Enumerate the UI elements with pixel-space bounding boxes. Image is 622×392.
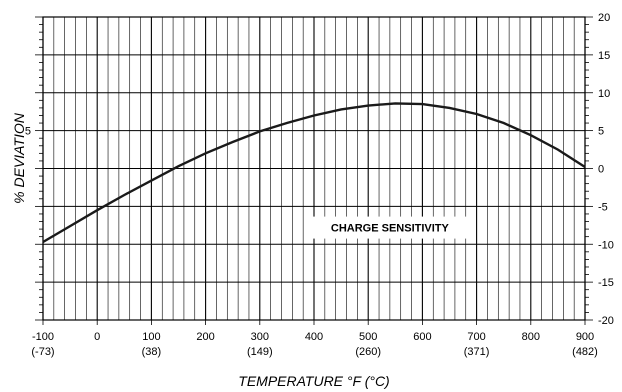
x-tick-label: 800 — [522, 331, 540, 343]
x-tick-label: -100 — [32, 331, 54, 343]
x-axis-title: TEMPERATURE °F (°C) — [238, 373, 389, 389]
x-tick-label-celsius: (149) — [247, 346, 273, 358]
y-axis-title: % DEVIATION — [11, 112, 27, 204]
y-tick-labels: 20 15 10 5 0 -5 -10 -15 -20 5 — [25, 12, 614, 327]
y-tick-label: -5 — [598, 201, 608, 213]
series-line — [42, 102, 586, 244]
x-tick-label: 900 — [576, 331, 594, 343]
y-tick-label: -15 — [598, 277, 614, 289]
y-tick-label: 10 — [598, 88, 610, 100]
x-tick-label: 500 — [359, 331, 377, 343]
x-tick-label: 200 — [196, 331, 214, 343]
x-tick-label: 700 — [467, 331, 485, 343]
annotation-label: CHARGE SENSITIVITY — [331, 223, 450, 235]
y-tick-label: 5 — [598, 126, 604, 138]
x-tick-label: 400 — [305, 331, 323, 343]
x-tick-label-celsius: (38) — [142, 346, 162, 358]
grid — [42, 16, 586, 321]
x-tick-label-celsius: (482) — [572, 346, 598, 358]
x-tick-label: 100 — [142, 331, 160, 343]
y-tick-label: -10 — [598, 239, 614, 251]
x-tick-label-celsius: (-73) — [31, 346, 54, 358]
y-tick-label: 15 — [598, 50, 610, 62]
x-tick-label-celsius: (260) — [355, 346, 381, 358]
x-tick-label: 300 — [251, 331, 269, 343]
y-tick-label: -20 — [598, 315, 614, 327]
x-tick-label: 600 — [413, 331, 431, 343]
y-tick-label-left: 5 — [25, 126, 31, 138]
x-tick-labels: -100 (-73) 0 100 (38) 200 300 (149) 400 500 (260) 6… — [31, 331, 597, 358]
x-tick-label-celsius: (371) — [464, 346, 490, 358]
x-tick-label: 0 — [94, 331, 100, 343]
y-tick-label: 0 — [598, 164, 604, 176]
tick-marks — [35, 16, 593, 325]
annotation-background — [308, 216, 471, 239]
annotation-box: CHARGE SENSITIVITY — [308, 216, 471, 239]
y-tick-label: 20 — [598, 12, 610, 24]
